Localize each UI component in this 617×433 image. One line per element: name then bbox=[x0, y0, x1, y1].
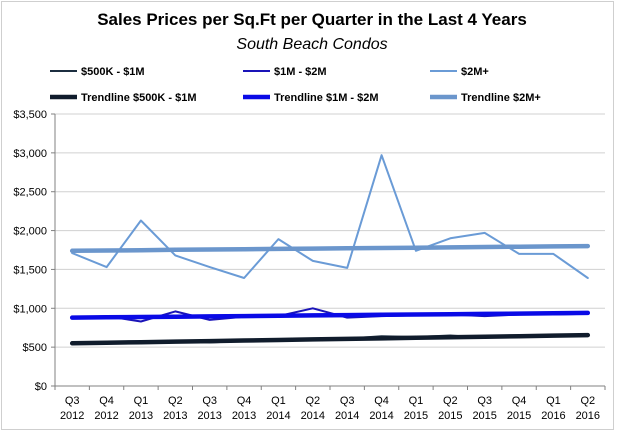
legend-label: Trendline $1M - $2M bbox=[274, 92, 379, 104]
x-tick-label-year: 2015 bbox=[472, 410, 496, 422]
x-tick-label-year: 2012 bbox=[94, 410, 118, 422]
x-tick-label-quarter: Q2 bbox=[580, 395, 595, 407]
x-tick-label-year: 2015 bbox=[438, 410, 462, 422]
x-tick-label-year: 2013 bbox=[232, 410, 256, 422]
x-tick-label-year: 2013 bbox=[129, 410, 153, 422]
x-tick-label-year: 2015 bbox=[507, 410, 531, 422]
x-axis-ticks: Q3 2012 Q4 2012 Q1 2013 Q2 2013 Q3 2013 Q4 2013 Q1 20… bbox=[54, 386, 606, 422]
x-tick-label-quarter: Q3 bbox=[65, 395, 80, 407]
legend: $500K - $1M $1M - $2M $2M+ Trendline $500K … bbox=[50, 66, 541, 104]
x-tick-label-quarter: Q1 bbox=[546, 395, 561, 407]
y-tick-label: $3,000 bbox=[13, 148, 47, 160]
x-tick-label-year: 2013 bbox=[163, 410, 187, 422]
x-tick-label-year: 2016 bbox=[576, 410, 600, 422]
x-tick-label-quarter: Q2 bbox=[443, 395, 458, 407]
y-tick-label: $1,500 bbox=[13, 264, 47, 276]
legend-label: Trendline $2M+ bbox=[461, 92, 541, 104]
x-tick-label-quarter: Q4 bbox=[237, 395, 252, 407]
y-tick-label: $2,500 bbox=[13, 187, 47, 199]
legend-label: Trendline $500K - $1M bbox=[81, 92, 197, 104]
x-tick-label-year: 2014 bbox=[266, 410, 290, 422]
x-tick-label-year: 2016 bbox=[541, 410, 565, 422]
series-line-2m bbox=[71, 154, 589, 279]
legend-label: $1M - $2M bbox=[274, 66, 327, 78]
y-tick-label: $0 bbox=[35, 381, 47, 393]
x-tick-label-quarter: Q3 bbox=[477, 395, 492, 407]
x-tick-label-quarter: Q4 bbox=[512, 395, 527, 407]
x-tick-label-quarter: Q2 bbox=[305, 395, 320, 407]
legend-label: $500K - $1M bbox=[81, 66, 145, 78]
x-tick-label-year: 2014 bbox=[335, 410, 359, 422]
y-tick-label: $500 bbox=[23, 342, 47, 354]
y-tick-label: $3,500 bbox=[13, 109, 47, 121]
x-tick-label-quarter: Q1 bbox=[271, 395, 286, 407]
legend-label: $2M+ bbox=[461, 66, 489, 78]
y-axis-ticks: $0 $500 $1,000 $1,500 $2,000 $2,500 $3,000 $3,5… bbox=[13, 109, 55, 393]
x-tick-label-year: 2014 bbox=[369, 410, 393, 422]
series-line-trendline-500k-1m bbox=[69, 332, 591, 346]
series-line-trendline-1m-2m bbox=[69, 310, 591, 320]
series-line-trendline-2m bbox=[69, 243, 591, 254]
x-tick-label-quarter: Q3 bbox=[340, 395, 355, 407]
x-tick-label-quarter: Q1 bbox=[409, 395, 424, 407]
x-tick-label-year: 2012 bbox=[60, 410, 84, 422]
chart-title: Sales Prices per Sq.Ft per Quarter in th… bbox=[97, 10, 527, 29]
x-tick-label-quarter: Q1 bbox=[134, 395, 149, 407]
x-tick-label-quarter: Q4 bbox=[374, 395, 389, 407]
y-tick-label: $1,000 bbox=[13, 303, 47, 315]
x-tick-label-year: 2015 bbox=[404, 410, 428, 422]
y-tick-label: $2,000 bbox=[13, 226, 47, 238]
grid-lines bbox=[55, 113, 605, 348]
x-tick-label-quarter: Q2 bbox=[168, 395, 183, 407]
x-tick-label-quarter: Q3 bbox=[202, 395, 217, 407]
x-tick-label-quarter: Q4 bbox=[99, 395, 114, 407]
chart-subtitle: South Beach Condos bbox=[236, 36, 387, 53]
x-tick-label-year: 2013 bbox=[197, 410, 221, 422]
series-lines bbox=[69, 154, 591, 346]
x-tick-label-year: 2014 bbox=[301, 410, 325, 422]
